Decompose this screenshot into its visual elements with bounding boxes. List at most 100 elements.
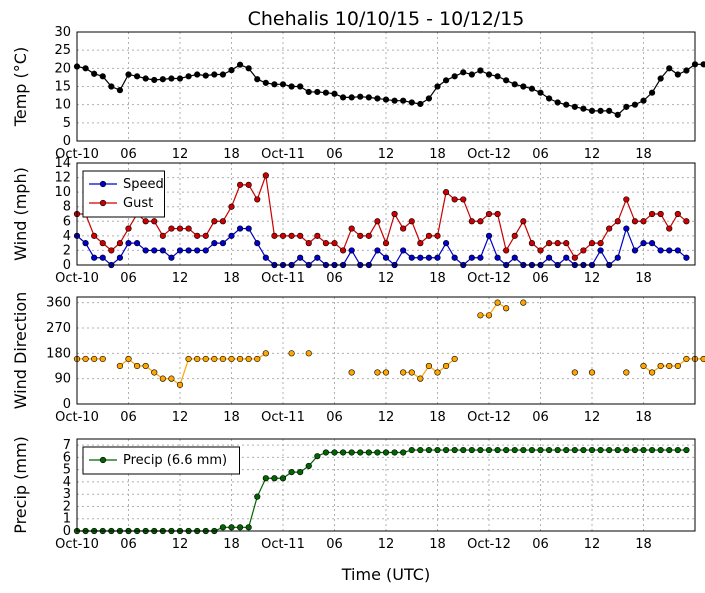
- data-point: [185, 247, 192, 254]
- data-point: [271, 81, 278, 88]
- y-tick-label: 1: [63, 512, 71, 527]
- data-point: [314, 232, 321, 239]
- data-point: [425, 254, 433, 261]
- data-point: [176, 381, 184, 388]
- data-point: [245, 355, 252, 363]
- data-point: [331, 90, 338, 97]
- data-point: [468, 218, 475, 225]
- y-tick-label: 15: [54, 80, 71, 95]
- data-point: [434, 369, 441, 376]
- y-tick-label: 0: [63, 524, 71, 539]
- data-point: [116, 240, 124, 247]
- y-tick-label: 20: [54, 61, 71, 76]
- data-point: [99, 254, 106, 261]
- x-tick-label: 12: [378, 147, 395, 162]
- data-point: [125, 71, 132, 78]
- data-point: [339, 247, 347, 254]
- data-point: [228, 203, 235, 210]
- data-point: [683, 67, 690, 74]
- data-point: [202, 72, 209, 79]
- data-point: [219, 355, 227, 363]
- data-point: [348, 369, 355, 376]
- data-point: [597, 446, 604, 454]
- data-point: [408, 218, 415, 225]
- data-point: [666, 247, 673, 254]
- data-point: [477, 218, 484, 225]
- data-point: [133, 73, 141, 80]
- data-point: [700, 61, 705, 68]
- x-tick-label: 18: [635, 271, 652, 286]
- data-point: [348, 94, 355, 101]
- data-point: [185, 73, 192, 80]
- data-point: [494, 446, 501, 454]
- x-tick-label: 18: [635, 147, 652, 162]
- data-point: [168, 75, 175, 82]
- data-point: [228, 355, 235, 363]
- data-point: [133, 240, 141, 247]
- data-point: [142, 75, 149, 82]
- data-point: [511, 254, 518, 261]
- y-tick-label: 180: [46, 346, 71, 361]
- data-point: [588, 369, 596, 376]
- x-tick-label: 12: [584, 410, 601, 425]
- data-point: [125, 355, 132, 363]
- data-point: [563, 101, 570, 108]
- data-point: [451, 254, 458, 261]
- data-point: [520, 83, 527, 90]
- data-point: [511, 446, 518, 454]
- panel-frame: [76, 296, 696, 405]
- x-tick-label: 06: [120, 410, 137, 425]
- data-point: [82, 240, 89, 247]
- data-point: [597, 107, 604, 114]
- data-point: [477, 446, 484, 454]
- data-point: [571, 103, 578, 110]
- x-tick-label: 18: [223, 271, 240, 286]
- data-point: [485, 446, 493, 454]
- chart-title: Chehalis 10/10/15 - 10/12/15: [248, 8, 525, 30]
- y-tick-label: 14: [54, 156, 71, 171]
- data-point: [116, 87, 124, 94]
- y-tick-label: 2: [63, 243, 71, 258]
- panel-frame: [76, 162, 696, 266]
- data-point: [460, 446, 467, 454]
- data-point: [545, 446, 553, 454]
- data-point: [314, 453, 321, 460]
- data-point: [245, 524, 252, 531]
- data-point: [151, 218, 158, 225]
- legend: Precip (6.6 mm): [82, 446, 240, 475]
- data-point: [640, 240, 647, 247]
- data-point: [202, 355, 209, 363]
- x-tick-label: 06: [532, 271, 549, 286]
- data-point: [91, 355, 98, 363]
- data-point: [374, 218, 381, 225]
- data-point: [219, 218, 227, 225]
- data-point: [151, 369, 158, 376]
- x-tick-label: 12: [172, 410, 189, 425]
- x-tick-label: Oct-11: [261, 537, 305, 552]
- data-point: [460, 69, 467, 76]
- data-point: [331, 240, 338, 247]
- data-point: [365, 94, 372, 101]
- y-tick-label: 90: [54, 372, 71, 387]
- data-point: [262, 475, 269, 482]
- data-point: [99, 73, 106, 80]
- data-point: [477, 312, 484, 319]
- data-point: [657, 446, 664, 454]
- x-tick-label: 18: [429, 271, 446, 286]
- x-tick-label: 06: [326, 271, 343, 286]
- data-point: [151, 247, 158, 254]
- data-point: [108, 247, 115, 254]
- y-tick-label: 270: [46, 321, 71, 336]
- data-point: [640, 362, 647, 370]
- data-point: [520, 299, 527, 306]
- x-tick-label: 06: [120, 271, 137, 286]
- data-point: [400, 97, 407, 104]
- data-point: [288, 469, 295, 476]
- series-panel-2: [73, 299, 705, 388]
- data-point: [408, 99, 415, 106]
- x-tick-label: Oct-11: [261, 147, 305, 162]
- x-tick-label: 12: [584, 537, 601, 552]
- data-point: [442, 446, 450, 454]
- data-point: [425, 232, 433, 239]
